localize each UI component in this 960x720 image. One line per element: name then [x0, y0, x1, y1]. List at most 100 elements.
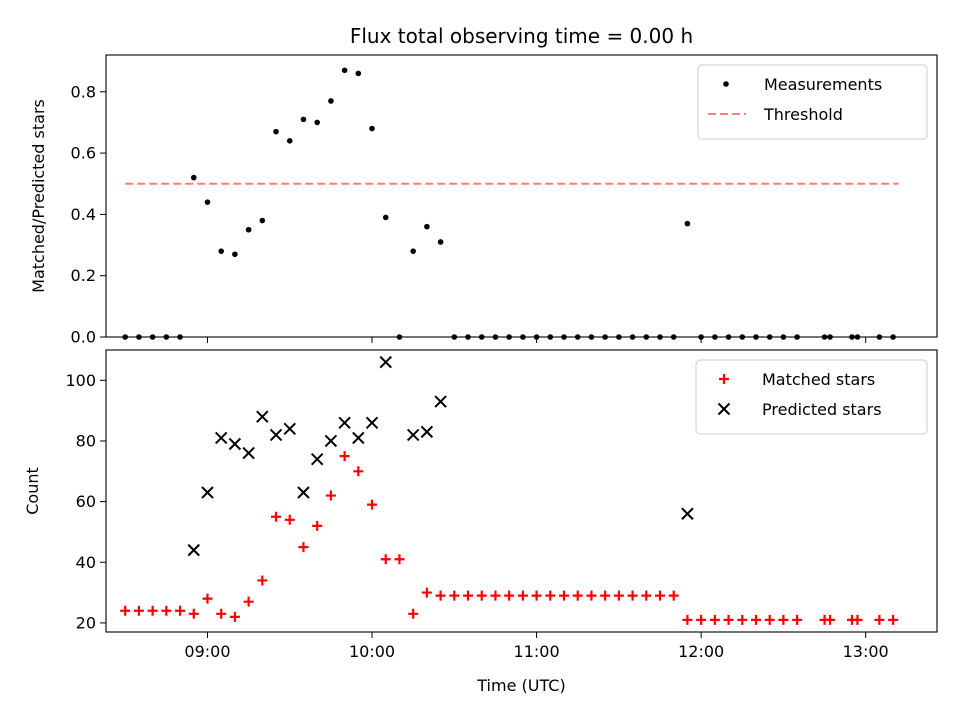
data-point — [613, 590, 624, 601]
data-point — [517, 590, 528, 601]
data-point — [245, 226, 252, 233]
data-point — [382, 214, 389, 221]
data-point — [175, 605, 186, 616]
data-point — [259, 217, 266, 224]
panel-2: 20 40 60 80 100 09:00 10:00 11:00 12:00 13:00 Coun… — [23, 349, 938, 661]
y-tick-label: 40 — [76, 553, 96, 572]
data-point — [681, 507, 694, 520]
data-point — [420, 425, 434, 439]
data-point — [297, 486, 310, 499]
data-point — [655, 590, 665, 601]
data-point — [256, 410, 269, 423]
data-point — [764, 614, 775, 625]
data-point — [367, 499, 378, 510]
data-point — [888, 614, 899, 625]
data-point — [229, 611, 240, 622]
data-point — [365, 416, 379, 429]
series-2-1 — [120, 451, 899, 625]
data-point — [586, 590, 597, 601]
legend-swatch — [719, 374, 729, 384]
data-point — [778, 614, 789, 625]
data-point — [449, 590, 460, 601]
y-tick-label: 60 — [76, 492, 96, 511]
data-point — [434, 395, 447, 408]
series-2-2 — [187, 355, 694, 557]
data-point — [682, 614, 693, 625]
legend-box — [697, 64, 928, 140]
y-tick-label: 0.2 — [71, 266, 96, 285]
axes-frame — [105, 54, 938, 338]
panel-1: 0.0 0.2 0.4 0.6 0.8 Matched/Predicted stars Me… — [29, 54, 938, 347]
data-point — [352, 431, 365, 445]
y-tick-label: 80 — [76, 431, 96, 450]
data-point — [369, 125, 375, 132]
data-point — [627, 590, 638, 601]
data-point — [325, 490, 336, 501]
data-point — [269, 428, 283, 442]
legend-label: Measurements — [764, 75, 882, 94]
data-point — [723, 614, 734, 625]
data-point — [242, 446, 255, 460]
legend-swatch — [723, 81, 729, 87]
x-tick-label: 13:00 — [843, 642, 889, 661]
data-point — [531, 590, 542, 601]
chart-title: Flux total observing time = 0.00 h — [350, 24, 693, 48]
data-point — [286, 138, 293, 144]
y-axis-label: Matched/Predicted stars — [29, 99, 48, 293]
data-point — [187, 543, 200, 557]
data-point — [709, 614, 720, 625]
data-point — [490, 590, 501, 601]
data-point — [204, 199, 211, 205]
data-point — [380, 554, 391, 565]
legend: Measurements Threshold — [697, 64, 928, 140]
data-point — [201, 486, 214, 499]
data-point — [120, 605, 131, 616]
data-point — [284, 514, 295, 525]
data-point — [312, 520, 323, 531]
data-point — [328, 98, 334, 104]
data-point — [668, 590, 679, 601]
data-point — [324, 434, 338, 448]
data-point — [216, 608, 227, 619]
data-point — [161, 605, 172, 616]
data-point — [298, 542, 309, 553]
data-point — [559, 590, 570, 601]
data-point — [394, 554, 405, 565]
data-point — [338, 416, 351, 429]
data-point — [463, 590, 474, 601]
axes-frame — [105, 349, 938, 633]
data-point — [696, 614, 707, 625]
data-point — [353, 466, 364, 477]
data-point — [300, 116, 307, 123]
data-point — [750, 614, 761, 625]
data-point — [232, 251, 238, 258]
x-tick-label: 09:00 — [184, 642, 230, 661]
data-point — [257, 575, 268, 586]
legend-swatch — [717, 402, 731, 416]
data-point — [190, 174, 197, 181]
data-point — [379, 355, 392, 369]
data-point — [408, 608, 419, 619]
data-point — [243, 596, 254, 607]
data-point — [684, 220, 691, 227]
data-point — [435, 590, 446, 601]
legend: Matched stars Predicted stars — [695, 359, 928, 435]
data-point — [852, 614, 863, 625]
y-tick-label: 0.6 — [71, 144, 96, 163]
data-point — [476, 590, 487, 601]
data-point — [283, 422, 296, 436]
data-point — [355, 70, 362, 77]
data-point — [341, 67, 348, 74]
data-point — [214, 431, 228, 445]
data-point — [600, 590, 611, 601]
x-axis-label: Time (UTC) — [476, 676, 565, 695]
y-tick-label: 0.4 — [71, 205, 96, 224]
data-point — [504, 590, 515, 601]
data-point — [424, 223, 430, 230]
y-tick-label: 100 — [65, 371, 96, 390]
data-point — [271, 511, 282, 522]
x-tick-label: 12:00 — [678, 642, 724, 661]
data-point — [874, 614, 885, 625]
data-point — [410, 248, 416, 254]
